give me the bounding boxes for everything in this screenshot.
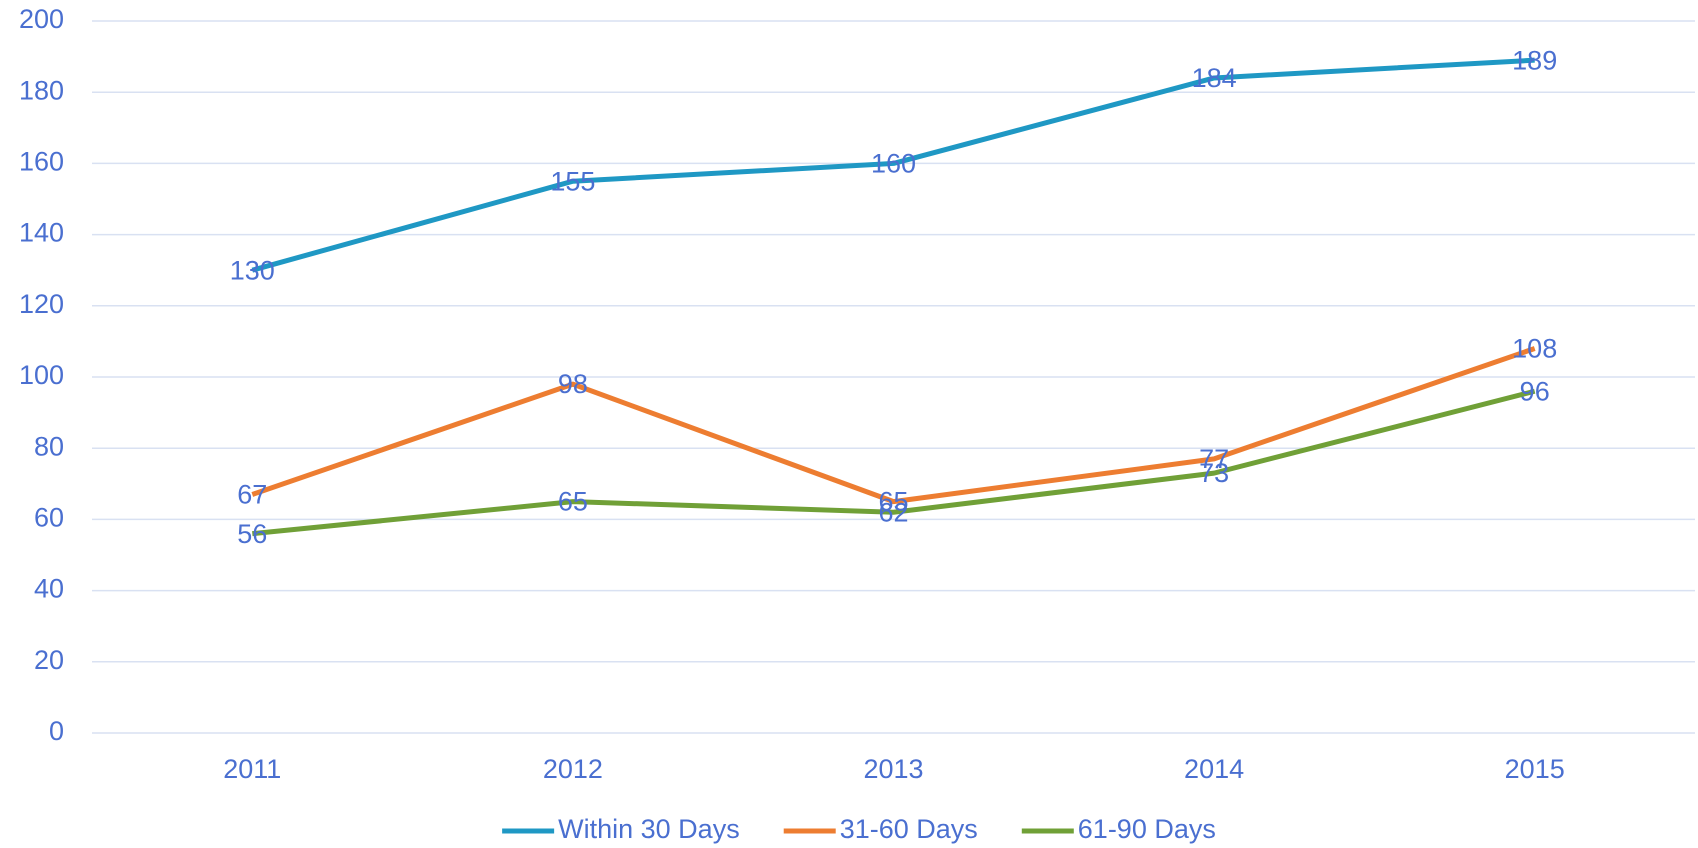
y-tick-label: 60 bbox=[34, 503, 64, 533]
series-line bbox=[251, 57, 1535, 273]
y-tick-label: 140 bbox=[19, 218, 64, 248]
y-tick-label: 80 bbox=[34, 431, 64, 461]
y-tick-label: 20 bbox=[34, 645, 64, 675]
x-tick-label: 2014 bbox=[1184, 754, 1244, 784]
data-label: 62 bbox=[878, 497, 908, 527]
data-label: 130 bbox=[230, 255, 275, 285]
data-label: 96 bbox=[1520, 376, 1550, 406]
y-tick-label: 100 bbox=[19, 360, 64, 390]
data-label: 56 bbox=[237, 519, 267, 549]
x-tick-label: 2011 bbox=[223, 754, 281, 784]
y-tick-label: 200 bbox=[19, 4, 64, 34]
x-tick-label: 2013 bbox=[863, 754, 923, 784]
data-label: 98 bbox=[558, 369, 588, 399]
data-label: 65 bbox=[558, 487, 588, 517]
y-tick-label: 160 bbox=[19, 147, 64, 177]
y-tick-label: 0 bbox=[49, 716, 64, 746]
data-label: 77 bbox=[1199, 444, 1229, 474]
legend-label: Within 30 Days bbox=[558, 814, 740, 844]
x-tick-label: 2015 bbox=[1505, 754, 1565, 784]
series-line bbox=[252, 388, 1536, 537]
data-label: 108 bbox=[1512, 334, 1557, 364]
y-tick-label: 40 bbox=[34, 574, 64, 604]
data-label: 160 bbox=[871, 149, 916, 179]
legend-label: 31-60 Days bbox=[840, 814, 978, 844]
data-label: 189 bbox=[1512, 45, 1557, 75]
data-label: 155 bbox=[550, 166, 595, 196]
data-label: 73 bbox=[1199, 458, 1229, 488]
legend-label: 61-90 Days bbox=[1078, 814, 1216, 844]
x-tick-label: 2012 bbox=[543, 754, 603, 784]
data-label: 67 bbox=[237, 480, 267, 510]
data-label: 184 bbox=[1192, 63, 1237, 93]
y-tick-label: 120 bbox=[19, 289, 64, 319]
data-label: 65 bbox=[878, 487, 908, 517]
y-tick-label: 180 bbox=[19, 75, 64, 105]
series-line bbox=[251, 346, 1536, 505]
